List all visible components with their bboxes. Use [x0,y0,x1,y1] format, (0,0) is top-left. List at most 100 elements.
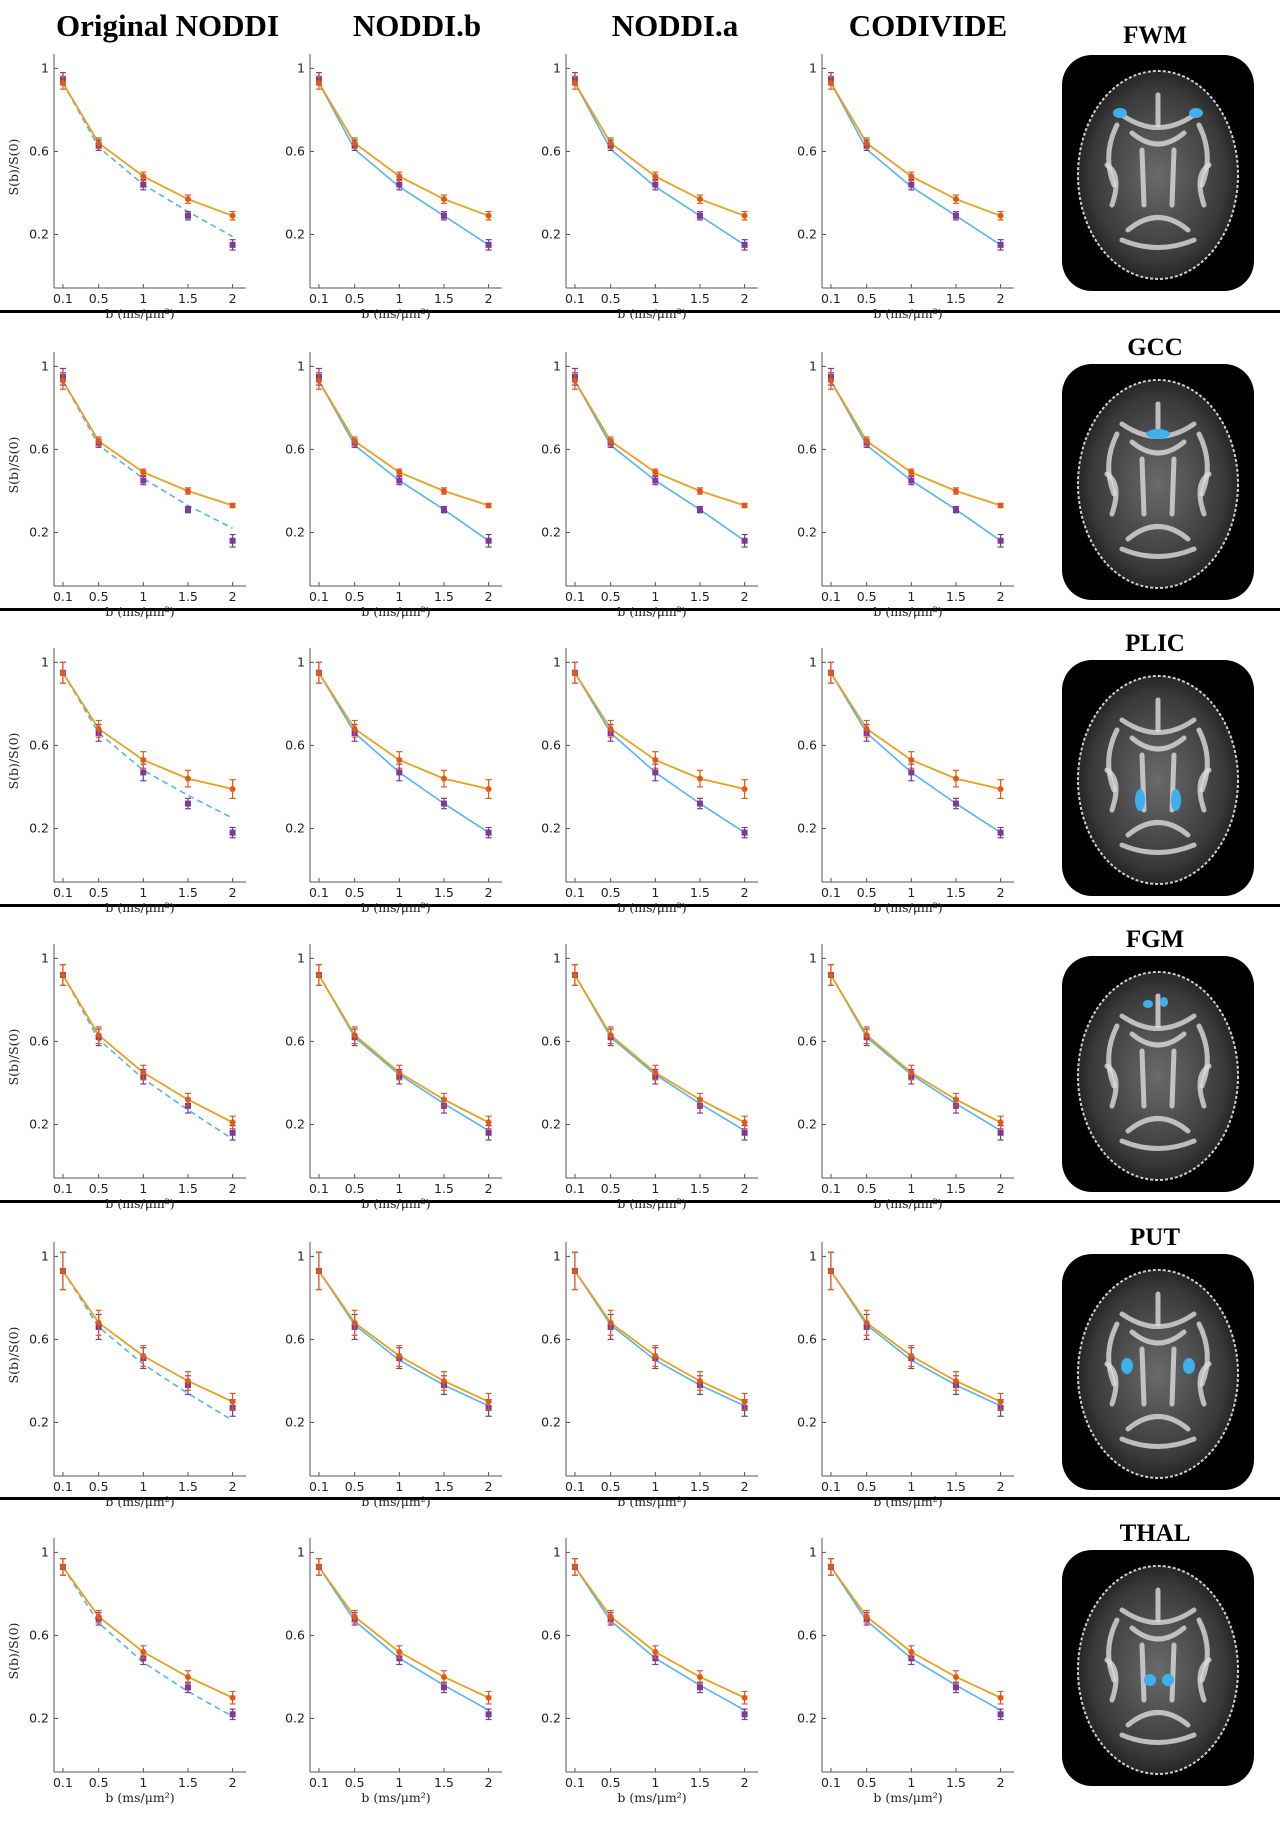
x-tick-label: 0.1 [565,1775,585,1790]
row-divider [0,310,1280,313]
y-tick-label: 0.6 [797,441,817,456]
x-tick-label: 2 [229,1181,237,1196]
x-axis-label: b (ms/μm²) [873,1494,942,1509]
chart-panel: 0.1 0.5 1 1.5 2 0.2 0.6 1 b (ms/μm²) [256,1534,506,1830]
measured-point [997,829,1004,836]
y-axis-label: S(b)/S(0) [6,437,21,494]
y-tick-label: 0.6 [29,1033,49,1048]
y-tick-label: 0.6 [541,737,561,752]
measured-point [229,537,236,544]
x-tick-label: 1 [395,1181,403,1196]
orange-fit-line [318,672,489,790]
x-tick-label: 0.5 [601,1181,621,1196]
x-tick-label: 1 [907,885,915,900]
row-divider [0,608,1280,611]
orange-fit-line [62,82,233,217]
white-matter-tract [1125,1710,1191,1728]
y-tick-label: 1 [41,1544,49,1559]
x-axis-label: b (ms/μm²) [361,306,430,321]
x-tick-label: 1 [651,1775,659,1790]
orange-point [229,502,236,509]
y-tick-label: 0.6 [541,1331,561,1346]
region-title: PLIC [1125,630,1185,657]
model-fit-line [830,1566,1001,1711]
measured-point [440,1684,447,1691]
x-axis-label: b (ms/μm²) [617,1196,686,1211]
orange-point [485,1119,492,1126]
chart-svg: 0.1 0.5 1 1.5 20.20.61b (ms/μm²) [285,648,502,915]
orange-point [59,1267,66,1274]
y-tick-label: 0.2 [285,226,305,241]
model-fit-line [318,974,490,1132]
orange-point [229,212,236,219]
x-tick-label: 2 [229,589,237,604]
white-matter-tract [1125,215,1191,233]
y-tick-label: 0.2 [29,1710,49,1725]
orange-point [571,669,578,676]
y-tick-label: 0.6 [285,143,305,158]
orange-point [571,79,578,86]
orange-point [396,1649,403,1656]
x-tick-label: 0.5 [89,1181,109,1196]
roi-highlight [1146,429,1170,439]
measured-point [696,800,703,807]
chart-panel: 0.1 0.5 1 1.5 2 0.2 0.6 1 b (ms/μm²) S(b)/S(0) [0,644,250,940]
white-matter-tract [1169,1346,1177,1407]
chart-panel: 0.1 0.5 1 1.5 2 0.2 0.6 1 b (ms/μm²) [512,348,762,644]
x-tick-label: 0.5 [601,1775,621,1790]
orange-point [229,1119,236,1126]
model-fit-line [62,1270,234,1422]
measured-point [229,1711,236,1718]
y-tick-label: 0.2 [29,524,49,539]
x-tick-label: 1 [651,1479,659,1494]
y-tick-label: 0.2 [29,820,49,835]
y-tick-label: 0.6 [541,441,561,456]
x-tick-label: 0.1 [53,589,73,604]
chart-panel: 0.1 0.5 1 1.5 2 0.2 0.6 1 b (ms/μm²) [512,1238,762,1534]
measured-point [440,212,447,219]
chart-svg: 0.1 0.5 1 1.5 20.20.61b (ms/μm²) [285,1538,502,1805]
x-tick-label: 2 [485,885,493,900]
orange-point [184,775,191,782]
x-tick-label: 2 [997,291,1005,306]
chart-panel: 0.1 0.5 1 1.5 2 0.2 0.6 1 b (ms/μm²) S(b)/S(0) [0,50,250,346]
x-tick-label: 1.5 [178,291,198,306]
x-tick-label: 1 [651,1181,659,1196]
brain-image [1062,364,1254,600]
measured-point [952,1684,959,1691]
x-tick-label: 0.5 [601,589,621,604]
chart-panel: 0.1 0.5 1 1.5 2 0.2 0.6 1 b (ms/μm²) [768,940,1018,1236]
orange-point [229,1694,236,1701]
x-tick-label: 0.5 [857,589,877,604]
x-tick-label: 1 [139,1479,147,1494]
brain-image [1062,1550,1254,1786]
orange-fit-line [318,1270,489,1403]
x-tick-label: 1.5 [690,291,710,306]
y-tick-label: 0.2 [797,524,817,539]
orange-point [59,669,66,676]
y-tick-label: 1 [553,1248,561,1263]
brain-image [1062,55,1254,291]
roi-highlight [1135,789,1145,811]
x-tick-label: 2 [997,885,1005,900]
x-tick-label: 0.1 [53,1479,73,1494]
x-tick-label: 0.5 [601,1479,621,1494]
model-fit-line [830,974,1002,1132]
y-tick-label: 1 [297,358,305,373]
orange-point [908,1069,915,1076]
x-tick-label: 1 [139,589,147,604]
x-tick-label: 2 [741,589,749,604]
orange-point [351,140,358,147]
x-tick-label: 1 [651,885,659,900]
measured-point [952,212,959,219]
chart-panel: 0.1 0.5 1 1.5 2 0.2 0.6 1 b (ms/μm²) [256,50,506,346]
white-matter-tract [1129,1031,1187,1048]
x-tick-label: 1.5 [434,291,454,306]
x-axis-label: b (ms/μm²) [105,1790,174,1805]
y-tick-label: 0.2 [541,1414,561,1429]
x-tick-label: 1.5 [690,1181,710,1196]
model-fit-line [318,672,490,834]
x-tick-label: 1 [907,1479,915,1494]
y-tick-label: 0.2 [29,1414,49,1429]
measured-point [652,477,659,484]
